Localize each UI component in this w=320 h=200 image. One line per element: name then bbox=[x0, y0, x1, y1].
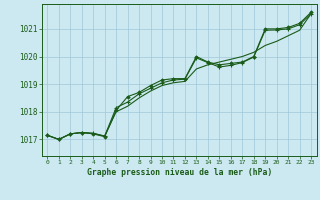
X-axis label: Graphe pression niveau de la mer (hPa): Graphe pression niveau de la mer (hPa) bbox=[87, 168, 272, 177]
